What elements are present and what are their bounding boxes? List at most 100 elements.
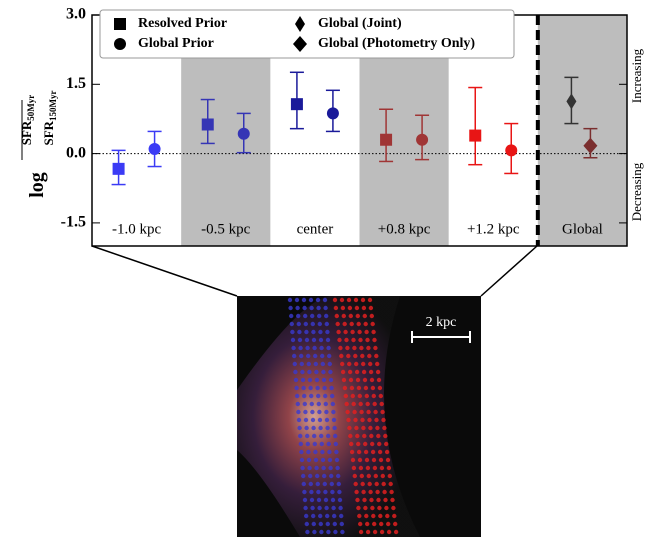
image-dot xyxy=(347,298,351,302)
image-dot xyxy=(299,354,303,358)
image-dot xyxy=(326,338,330,342)
image-dot xyxy=(358,394,362,398)
image-dot xyxy=(354,490,358,494)
image-dot xyxy=(299,442,303,446)
image-dot xyxy=(333,434,337,438)
image-dot xyxy=(364,514,368,518)
image-dot xyxy=(370,506,374,510)
image-dot xyxy=(366,402,370,406)
image-dot xyxy=(293,362,297,366)
image-dot xyxy=(348,306,352,310)
image-dot xyxy=(297,322,301,326)
image-dot xyxy=(303,410,307,414)
image-dot xyxy=(342,314,346,318)
image-dot xyxy=(324,410,328,414)
image-dot xyxy=(312,522,316,526)
image-dot xyxy=(326,346,330,350)
image-dot xyxy=(307,362,311,366)
image-dot xyxy=(361,490,365,494)
image-dot xyxy=(366,530,370,534)
image-dot xyxy=(375,426,379,430)
image-dot xyxy=(348,370,352,374)
image-dot xyxy=(334,442,338,446)
image-dot xyxy=(331,506,335,510)
image-dot xyxy=(350,330,354,334)
image-dot xyxy=(329,378,333,382)
image-dot xyxy=(300,458,304,462)
image-dot xyxy=(383,434,387,438)
image-dot xyxy=(308,474,312,478)
image-dot xyxy=(314,466,318,470)
image-dot xyxy=(298,434,302,438)
image-dot xyxy=(379,394,383,398)
image-dot xyxy=(301,378,305,382)
image-dot xyxy=(341,306,345,310)
image-dot xyxy=(311,426,315,430)
image-dot xyxy=(353,474,357,478)
image-dot xyxy=(328,362,332,366)
category-label: Global xyxy=(562,221,603,237)
image-dot xyxy=(316,394,320,398)
image-dot xyxy=(324,506,328,510)
y-tick-label: -1.5 xyxy=(61,214,86,231)
image-dot xyxy=(321,466,325,470)
image-dot xyxy=(323,394,327,398)
image-dot xyxy=(367,354,371,358)
image-dot xyxy=(293,370,297,374)
image-dot xyxy=(306,450,310,454)
image-dot xyxy=(350,450,354,454)
image-dot xyxy=(317,506,321,510)
image-dot xyxy=(325,330,329,334)
image-dot xyxy=(329,474,333,478)
image-dot xyxy=(374,474,378,478)
image-dot xyxy=(380,466,384,470)
image-dot xyxy=(349,378,353,382)
image-dot xyxy=(336,474,340,478)
image-dot xyxy=(336,330,340,334)
image-dot xyxy=(384,506,388,510)
image-dot xyxy=(359,410,363,414)
image-dot xyxy=(375,362,379,366)
image-dot xyxy=(296,410,300,414)
image-dot xyxy=(310,402,314,406)
image-dot xyxy=(296,402,300,406)
image-dot xyxy=(304,322,308,326)
image-dot xyxy=(373,530,377,534)
image-dot xyxy=(302,306,306,310)
image-dot xyxy=(389,482,393,486)
image-dot xyxy=(310,314,314,318)
image-dot xyxy=(290,330,294,334)
image-dot xyxy=(325,514,329,518)
image-dot xyxy=(314,458,318,462)
image-dot xyxy=(292,354,296,358)
image-dot xyxy=(300,370,304,374)
image-dot xyxy=(380,402,384,406)
image-dot xyxy=(350,322,354,326)
zoom-line xyxy=(481,246,537,296)
image-dot xyxy=(357,330,361,334)
image-dot xyxy=(315,378,319,382)
image-dot xyxy=(338,346,342,350)
image-dot xyxy=(377,442,381,446)
image-dot xyxy=(323,482,327,486)
image-dot xyxy=(307,458,311,462)
image-dot xyxy=(340,298,344,302)
image-dot xyxy=(386,458,390,462)
image-dot xyxy=(318,426,322,430)
y-label-part: SFR xyxy=(19,120,34,145)
image-dot xyxy=(340,362,344,366)
image-dot xyxy=(371,322,375,326)
legend-label: Resolved Prior xyxy=(138,16,227,31)
image-dot xyxy=(343,386,347,390)
image-dot xyxy=(305,338,309,342)
image-dot xyxy=(379,522,383,526)
image-dot xyxy=(347,362,351,366)
image-dot xyxy=(387,466,391,470)
image-dot xyxy=(312,434,316,438)
marker xyxy=(291,98,303,110)
figure: 2 kpc -1.50.01.53.0-1.0 kpc-0.5 kpccente… xyxy=(0,0,645,537)
image-dot xyxy=(371,330,375,334)
image-dot xyxy=(369,498,373,502)
image-dot xyxy=(335,466,339,470)
image-dot xyxy=(381,418,385,422)
